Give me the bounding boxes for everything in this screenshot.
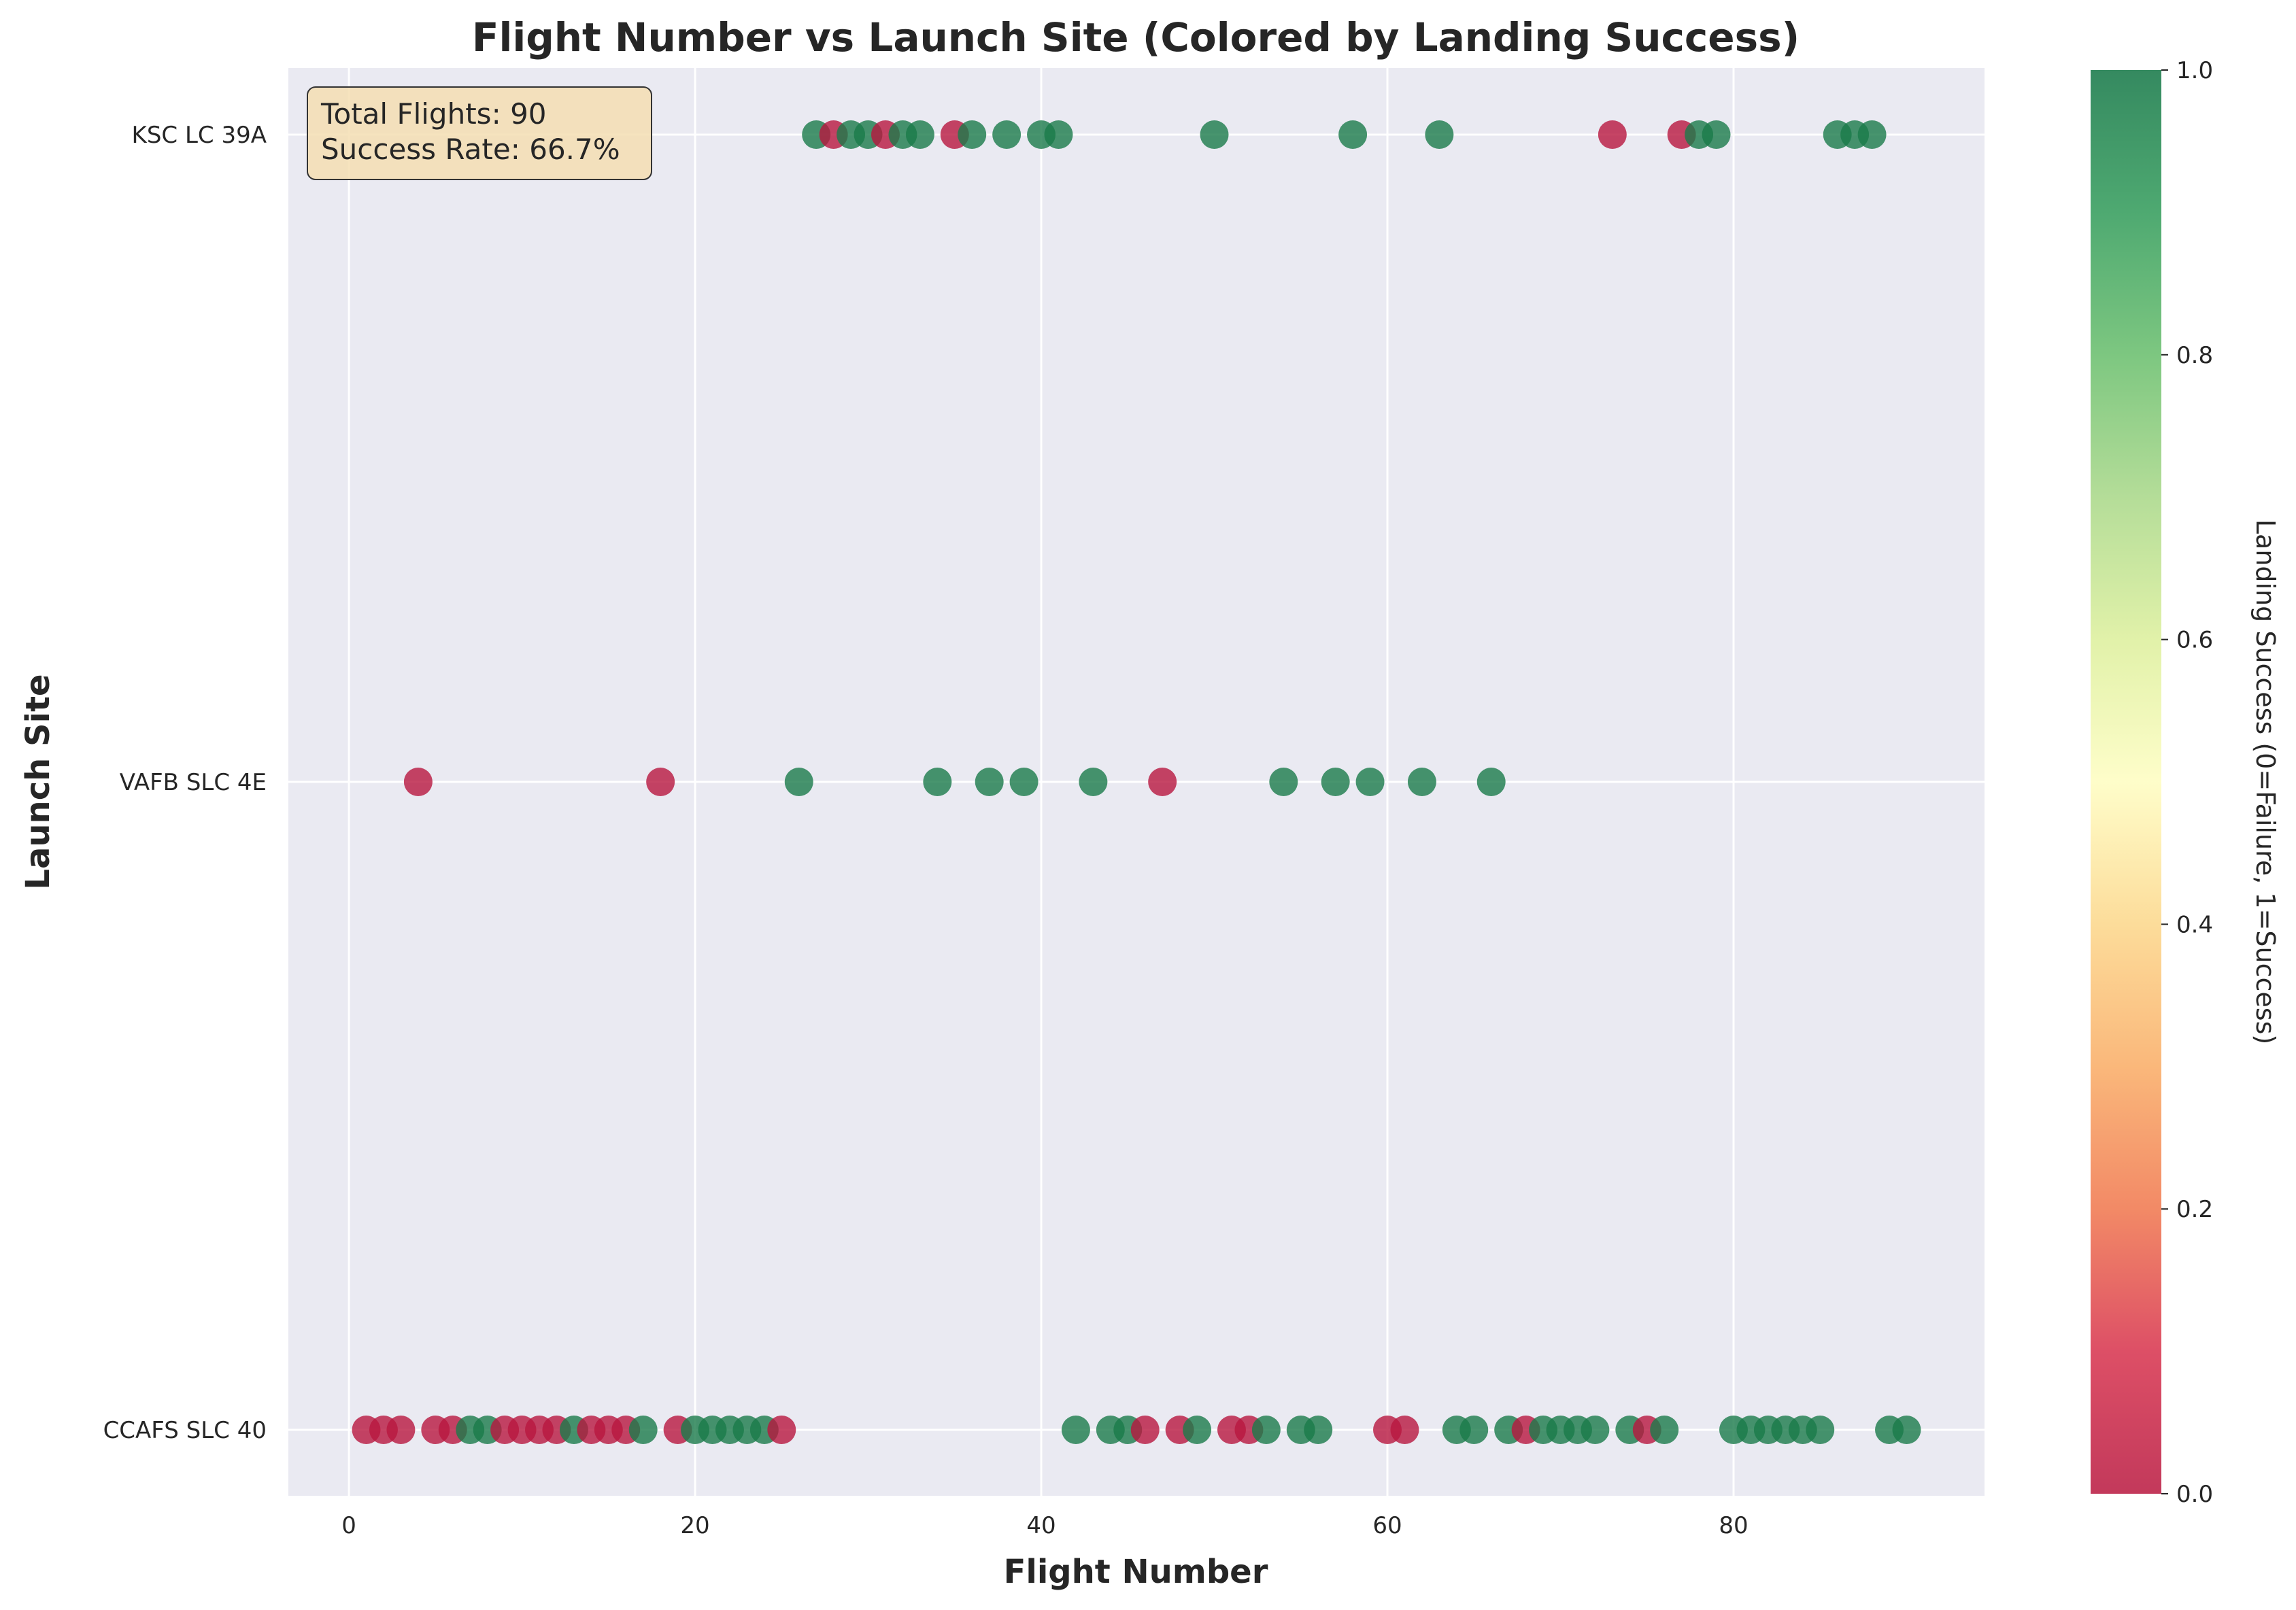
data-point — [1130, 1416, 1160, 1444]
data-point — [1425, 120, 1454, 149]
data-point — [1321, 768, 1350, 796]
x-tick-label: 60 — [1372, 1512, 1402, 1539]
data-point — [1598, 120, 1627, 149]
data-point — [1892, 1416, 1921, 1444]
data-point — [1009, 768, 1039, 796]
data-point — [1338, 120, 1368, 149]
data-point — [1304, 1416, 1333, 1444]
data-point — [1407, 768, 1436, 796]
stats-success-rate: Success Rate: 66.7% — [321, 133, 620, 166]
data-points — [352, 120, 1921, 1444]
data-point — [992, 120, 1022, 149]
data-point — [403, 768, 433, 796]
data-point — [1251, 1416, 1281, 1444]
y-tick-label: VAFB SLC 4E — [120, 769, 267, 796]
data-point — [1200, 120, 1229, 149]
colorbar-tick-label: 0.2 — [2176, 1196, 2213, 1223]
data-point — [905, 120, 934, 149]
data-point — [1390, 1416, 1419, 1444]
stats-total-flights: Total Flights: 90 — [320, 97, 547, 131]
stats-box — [307, 86, 652, 180]
data-point — [923, 768, 952, 796]
data-point — [1476, 768, 1506, 796]
x-tick-label: 20 — [680, 1512, 709, 1539]
y-axis-label: Launch Site — [19, 674, 57, 889]
data-point — [784, 768, 813, 796]
data-point — [958, 120, 987, 149]
data-point — [1079, 768, 1108, 796]
data-point — [386, 1416, 416, 1444]
colorbar-tick-label: 0.4 — [2176, 911, 2213, 938]
x-tick-labels: 0 20 40 60 80 — [341, 1512, 1748, 1539]
data-point — [1148, 768, 1177, 796]
y-tick-label: CCAFS SLC 40 — [103, 1417, 267, 1444]
data-point — [1581, 1416, 1610, 1444]
stats-annotation: Total Flights: 90 Success Rate: 66.7% — [307, 86, 652, 180]
x-tick-label: 0 — [341, 1512, 356, 1539]
data-point — [1183, 1416, 1212, 1444]
data-point — [975, 768, 1004, 796]
data-point — [1857, 120, 1887, 149]
y-tick-label: KSC LC 39A — [132, 122, 267, 149]
data-point — [1044, 120, 1073, 149]
colorbar-tick-label: 0.6 — [2176, 627, 2213, 654]
x-tick-label: 80 — [1719, 1512, 1748, 1539]
colorbar-tick-label: 0.8 — [2176, 342, 2213, 369]
colorbar-gradient — [2091, 70, 2161, 1494]
data-point — [646, 768, 675, 796]
x-tick-label: 40 — [1026, 1512, 1056, 1539]
colorbar: 0.0 0.2 0.4 0.6 0.8 1.0 Landing Success (0=Fa… — [2091, 57, 2280, 1508]
colorbar-label: Landing Success (0=Failure, 1=Success) — [2250, 519, 2280, 1044]
data-point — [1061, 1416, 1090, 1444]
data-point — [1650, 1416, 1679, 1444]
x-axis-label: Flight Number — [1004, 1553, 1268, 1591]
colorbar-tick-label: 1.0 — [2176, 57, 2213, 84]
colorbar-tick-label: 0.0 — [2176, 1481, 2213, 1508]
chart-title: Flight Number vs Launch Site (Colored by… — [472, 14, 1800, 61]
colorbar-ticks: 0.0 0.2 0.4 0.6 0.8 1.0 — [2161, 57, 2213, 1508]
data-point — [1355, 768, 1385, 796]
data-point — [767, 1416, 796, 1444]
data-point — [1269, 768, 1298, 796]
data-point — [1702, 120, 1731, 149]
y-tick-labels: CCAFS SLC 40 VAFB SLC 4E KSC LC 39A — [103, 122, 267, 1444]
data-point — [1806, 1416, 1835, 1444]
data-point — [628, 1416, 658, 1444]
data-point — [1459, 1416, 1489, 1444]
